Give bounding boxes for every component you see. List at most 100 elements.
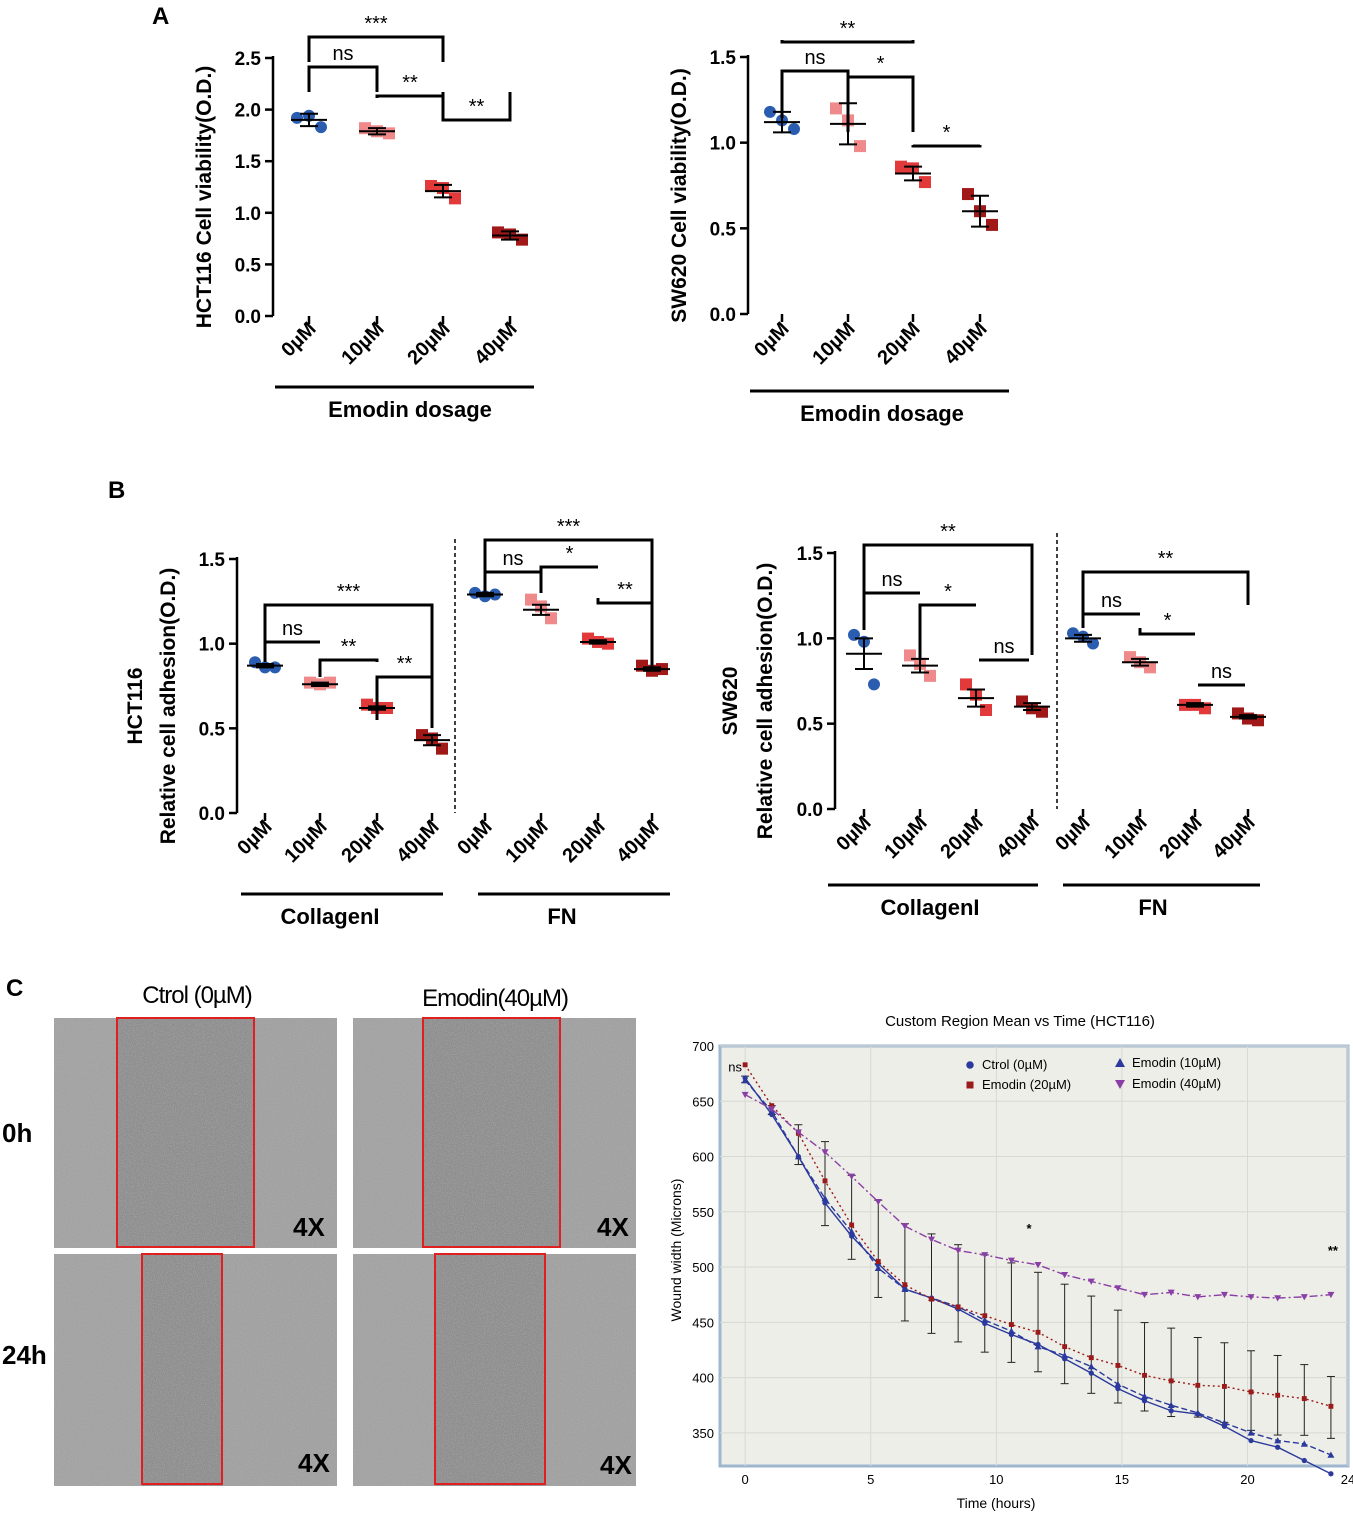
x-tick-label: 24 [1341, 1472, 1353, 1487]
data-point [1124, 651, 1136, 664]
significance-label: * [1026, 1221, 1032, 1236]
series-marker [955, 1304, 961, 1310]
significance-label: ** [840, 18, 856, 40]
series-marker [1194, 1409, 1202, 1416]
series-marker [1168, 1408, 1174, 1414]
group-label: FN [547, 904, 576, 929]
legend-label: Emodin (20µM) [982, 1077, 1071, 1092]
y-axis-title-line1: SW620 [719, 667, 742, 736]
significance-bracket [375, 675, 434, 720]
series-marker [1007, 1257, 1015, 1264]
data-point [425, 179, 437, 192]
significance-bracket [862, 591, 920, 630]
micrograph-control-0h: 4X [54, 1017, 337, 1248]
y-tick-label: 0.0 [199, 804, 225, 825]
series-marker [1114, 1380, 1122, 1388]
series-marker [1221, 1383, 1227, 1389]
data-point [1144, 661, 1156, 674]
series-marker [1141, 1291, 1149, 1299]
significance-bracket [862, 543, 1034, 655]
data-point [1067, 627, 1079, 640]
series-marker [1141, 1398, 1148, 1404]
series-marker [981, 1252, 989, 1259]
x-tick-label: 10µM [501, 816, 552, 867]
data-point [962, 188, 974, 201]
x-tick-label: 40µM [612, 816, 663, 867]
series-marker [1114, 1285, 1122, 1292]
y-axis-title: SW620 Cell viability(O.D.) [668, 68, 691, 322]
series-marker [1275, 1392, 1281, 1398]
y-tick-label: 2.5 [235, 49, 262, 70]
y-tick-label: 1.0 [199, 635, 225, 656]
chart-b1-hct116-adhesion: 0.0 0.5 1.0 1.5 HCT116 Relative cell adhesion… [124, 516, 670, 929]
data-point [449, 192, 461, 205]
significance-label: * [566, 543, 574, 565]
series-marker [954, 1247, 962, 1254]
significance-bracket [780, 40, 915, 44]
magnification-label: 4X [600, 1450, 632, 1480]
panel-c-label: C [6, 975, 23, 1002]
significance-label: ns [1211, 661, 1232, 683]
series-marker [1274, 1437, 1282, 1444]
significance-label: ns [332, 43, 353, 65]
y-tick-label: 550 [692, 1205, 714, 1220]
series-marker [1087, 1278, 1095, 1285]
chart-b2-sw620-adhesion: 0.0 0.5 1.0 1.5 SW620 Relative cell adhesion(… [719, 521, 1266, 920]
significance-label: *** [364, 13, 388, 35]
series-marker [966, 1061, 974, 1069]
series-marker [1301, 1457, 1307, 1464]
series-marker [1248, 1389, 1254, 1395]
y-tick-label: 1.5 [199, 550, 226, 571]
series-marker [794, 1129, 802, 1136]
chart-a1-hct116-viability: 0.0 0.5 1.0 1.5 2.0 2.5 HCT116 Cell viability(… [193, 13, 534, 422]
series-marker [742, 1062, 748, 1068]
series-marker [1195, 1382, 1201, 1388]
y-tick-label: 1.5 [710, 48, 737, 69]
data-point [359, 122, 371, 135]
micrograph-emodin-24h: 4X [353, 1253, 636, 1486]
micro-row-label-0h: 0h [2, 1118, 32, 1148]
series-marker [1142, 1372, 1147, 1378]
y-tick-label: 0.0 [797, 800, 823, 821]
y-tick-label: 0.0 [710, 305, 736, 326]
series-marker [1007, 1327, 1015, 1334]
micro-col-title-control: Ctrol (0µM) [142, 982, 252, 1009]
significance-label: ns [728, 1059, 742, 1074]
series-marker [822, 1200, 828, 1206]
significance-bracket [307, 65, 379, 92]
x-tick-label: 10µM [880, 812, 931, 863]
series-marker [1115, 1386, 1121, 1392]
significance-label: ** [617, 579, 633, 601]
series-marker [1248, 1437, 1254, 1444]
significance-label: ns [502, 548, 523, 570]
data-point [516, 233, 528, 246]
series-marker [821, 1149, 829, 1156]
y-tick-label: 700 [692, 1039, 714, 1054]
x-tick-label: 40µM [1208, 812, 1259, 863]
x-tick-label: 10µM [1100, 812, 1151, 863]
y-tick-label: 0.5 [235, 255, 262, 276]
significance-label: ** [469, 96, 485, 118]
series-marker [901, 1223, 909, 1230]
micro-row-label-24h: 24h [2, 1340, 47, 1370]
significance-label: ** [940, 521, 956, 543]
series-marker [741, 1076, 749, 1084]
chart-c-xlabel: Time (hours) [957, 1495, 1036, 1511]
series-marker [875, 1259, 881, 1264]
series-marker [1115, 1058, 1125, 1067]
series-marker [928, 1236, 936, 1243]
x-axis-title: Emodin dosage [328, 397, 492, 422]
significance-bracket [1081, 612, 1140, 628]
x-tick-label: 15 [1115, 1472, 1129, 1487]
y-axis-title: Relative cell adhesion(O.D.) [157, 568, 180, 845]
x-tick-label: 10µM [280, 816, 331, 867]
legend-label: Emodin (10µM) [1132, 1055, 1221, 1070]
legend-label: Emodin (40µM) [1132, 1076, 1221, 1091]
x-tick-label: 20µM [936, 812, 987, 863]
significance-bracket [318, 658, 379, 677]
plot-area [718, 1044, 1350, 1468]
data-point [764, 105, 776, 118]
significance-bracket [307, 35, 445, 62]
chart-a2-sw620-viability: 0.0 0.5 1.0 1.5 SW620 Cell viability(O.D.) 0µ… [668, 18, 1009, 426]
x-tick-label: 20µM [558, 816, 609, 867]
